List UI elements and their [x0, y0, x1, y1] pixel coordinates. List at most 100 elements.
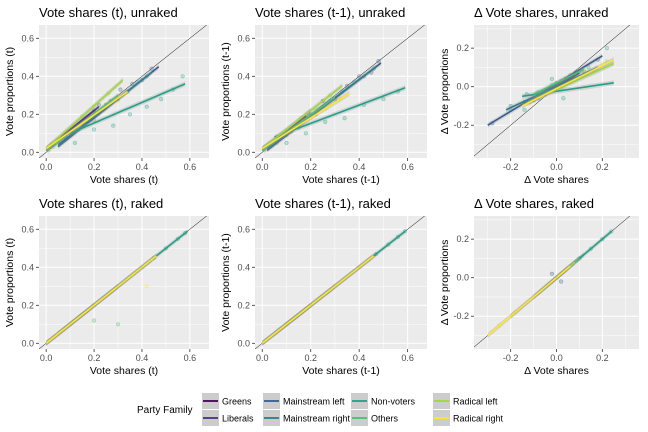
y-tick-label: 0.4: [237, 71, 250, 81]
fit-line-radical-right: [261, 92, 350, 150]
data-point: [381, 96, 386, 102]
plot-area: [39, 216, 208, 349]
data-point: [604, 46, 610, 51]
fit-line-non-voters: [274, 86, 406, 138]
y-tick-label: 0.2: [237, 300, 250, 310]
data-point: [561, 96, 566, 101]
panel-4: Vote shares (t), raked 0.0 0.2 0.4 0.6 0.0 0.2…: [4, 196, 209, 377]
y-tick-label: 0.0: [237, 338, 250, 348]
legend-item: Mainstream right: [263, 410, 351, 426]
legend-label: Liberals: [222, 414, 254, 424]
x-tick-label: 0.2: [88, 353, 101, 363]
legend-label: Non-voters: [371, 397, 416, 407]
x-tick-label: 0.4: [353, 353, 366, 363]
y-tick-label: 0.2: [456, 43, 469, 53]
fit-line-radical-right: [261, 255, 375, 344]
plot-area: [255, 216, 425, 349]
y-tick-label: 0.0: [456, 273, 469, 283]
x-tick-label: 0.0: [550, 162, 563, 172]
y-tick-label: 0.0: [237, 147, 250, 157]
x-axis-label: Δ Vote shares: [524, 365, 589, 377]
y-tick-label: 0.0: [21, 147, 34, 157]
y-tick-label: 0.4: [21, 262, 34, 272]
x-axis-label: Vote shares (t-1): [302, 174, 380, 186]
legend-item: Non-voters: [351, 393, 416, 409]
legend-item: Radical right: [433, 410, 504, 426]
data-point: [149, 66, 154, 71]
y-tick-label: 0.0: [456, 82, 469, 92]
x-axis-label: Vote shares (t-1): [302, 365, 380, 377]
panel-title: Δ Vote shares, unraked: [474, 5, 608, 20]
x-tick-label: 0.0: [256, 162, 269, 172]
x-tick-label: 0.4: [353, 162, 366, 172]
fit-line-non-voters: [522, 82, 614, 98]
legend-label: Mainstream left: [283, 397, 345, 407]
y-tick-label: 0.6: [21, 224, 34, 234]
panel-5: Vote shares (t-1), raked 0.0 0.2 0.4 0.6 0.0 0…: [220, 196, 427, 377]
panel-2: Vote shares (t-1), unraked 0.0 0.2 0.4 0.6 0.…: [220, 5, 427, 186]
legend-label: Others: [371, 414, 399, 424]
x-tick-label: 0.4: [136, 162, 149, 172]
data-point: [144, 284, 149, 289]
x-axis-label: Vote shares (t): [90, 365, 158, 377]
y-axis-label: Vote proportions (t): [4, 238, 16, 327]
legend-item: Greens: [202, 393, 252, 409]
x-tick-label: 0.2: [596, 162, 609, 172]
fit-line-mainstream-right: [505, 66, 599, 111]
y-tick-label: 0.6: [237, 33, 250, 43]
x-tick-label: 0.0: [256, 353, 269, 363]
data-point: [96, 102, 101, 107]
data-point: [558, 279, 564, 284]
x-tick-label: 0.2: [88, 162, 101, 172]
panel-title: Vote shares (t), unraked: [39, 5, 178, 20]
data-point: [115, 322, 121, 327]
panel-6: Δ Vote shares, raked -0.2 0.0 0.2 -0.2 0.0 0.2…: [439, 196, 639, 377]
x-tick-label: 0.2: [304, 162, 317, 172]
data-point: [357, 74, 362, 79]
y-axis-label: Vote proportions (t-1): [220, 233, 232, 332]
x-tick-label: 0.6: [401, 353, 414, 363]
legend-item: Liberals: [202, 410, 254, 426]
legend-label: Radical left: [453, 397, 498, 407]
y-tick-label: 0.4: [21, 71, 34, 81]
x-tick-label: 0.0: [40, 353, 53, 363]
data-point: [342, 115, 347, 121]
fit-line-radical-left: [45, 79, 124, 150]
y-tick-label: 0.6: [21, 33, 34, 43]
x-tick-label: 0.0: [550, 353, 563, 363]
data-point: [323, 119, 328, 124]
fit-line-non-voters: [69, 83, 186, 135]
fit-line-mainstream-right: [57, 71, 153, 146]
legend-item: Radical left: [433, 393, 498, 409]
y-tick-label: 0.2: [21, 109, 34, 119]
legend-item: Mainstream left: [263, 393, 345, 409]
data-point: [130, 81, 135, 86]
y-tick-label: 0.6: [237, 224, 250, 234]
x-tick-label: 0.2: [596, 353, 609, 363]
x-axis-label: Vote shares (t): [90, 174, 158, 186]
data-point: [111, 123, 116, 128]
y-tick-label: 0.0: [21, 338, 34, 348]
x-tick-label: 0.6: [184, 353, 197, 363]
identity-line: [39, 25, 208, 158]
data-point: [118, 87, 123, 92]
y-axis-label: Vote proportions (t-1): [220, 42, 232, 141]
x-axis-label: Δ Vote shares: [524, 174, 589, 186]
legend-item: Others: [351, 410, 399, 426]
data-point: [303, 131, 308, 136]
fit-line-radical-right: [487, 265, 571, 337]
x-tick-label: 0.6: [184, 162, 197, 172]
legend-label: Greens: [222, 397, 252, 407]
legend: Party Family Greens Liberals Mainstream lef…: [137, 393, 504, 426]
panel-3: Δ Vote shares, unraked -0.2 0.0 0.2 -0.2 0.0 0…: [439, 5, 639, 186]
plot-area: [474, 25, 631, 157]
panel-title: Vote shares (t-1), raked: [255, 196, 391, 211]
y-tick-label: 0.2: [237, 109, 250, 119]
x-tick-label: -0.2: [503, 162, 519, 172]
fit-line-others: [533, 68, 585, 96]
plot-area: [39, 25, 208, 158]
fit-line-mainstream-left: [487, 55, 603, 126]
plot-area: [255, 25, 425, 158]
data-point: [549, 271, 555, 276]
